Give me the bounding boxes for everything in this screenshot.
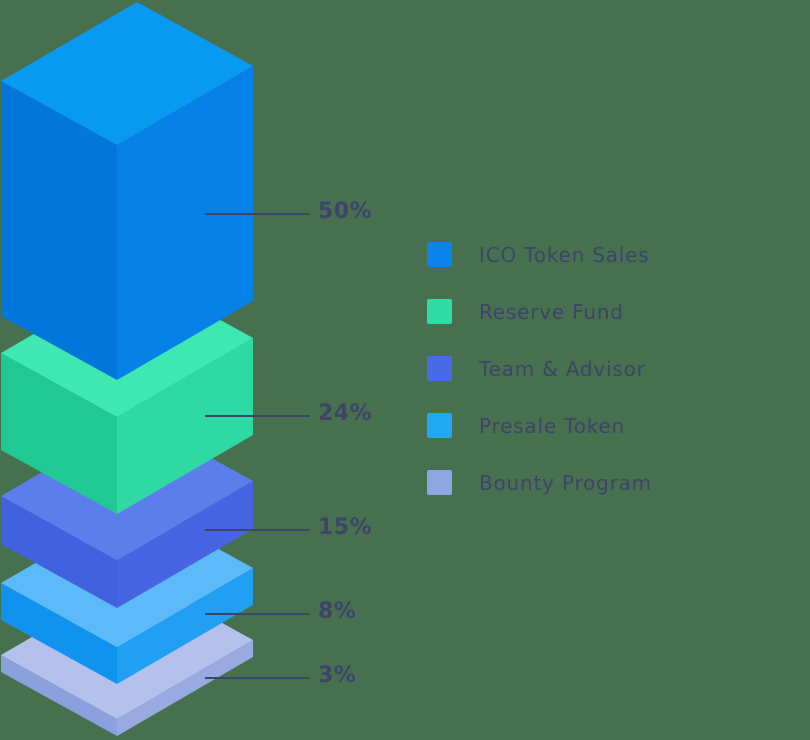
legend-label: Reserve Fund	[479, 299, 624, 324]
value-label-bounty-program: 3%	[318, 663, 357, 688]
value-label-ico-token-sales: 50%	[318, 199, 373, 224]
legend-item-ico-token-sales: ICO Token Sales	[427, 242, 652, 267]
legend-swatch-icon	[427, 356, 452, 381]
legend-swatch-icon	[427, 299, 452, 324]
legend-label: Bounty Program	[479, 470, 652, 495]
legend-swatch-icon	[427, 242, 452, 267]
legend-swatch-icon	[427, 413, 452, 438]
value-label-reserve-fund: 24%	[318, 401, 373, 426]
legend-swatch-icon	[427, 470, 452, 495]
legend-label: Team & Advisor	[479, 356, 646, 381]
legend-item-bounty-program: Bounty Program	[427, 470, 652, 495]
iso-box-0	[1, 2, 253, 380]
value-label-presale-token: 8%	[318, 599, 357, 624]
value-label-team-advisor: 15%	[318, 515, 373, 540]
legend-item-reserve-fund: Reserve Fund	[427, 299, 652, 324]
legend-label: Presale Token	[479, 413, 625, 438]
legend-item-team-advisor: Team & Advisor	[427, 356, 652, 381]
legend-item-presale-token: Presale Token	[427, 413, 652, 438]
legend: ICO Token Sales Reserve Fund Team & Advi…	[427, 242, 652, 495]
legend-label: ICO Token Sales	[479, 242, 650, 267]
